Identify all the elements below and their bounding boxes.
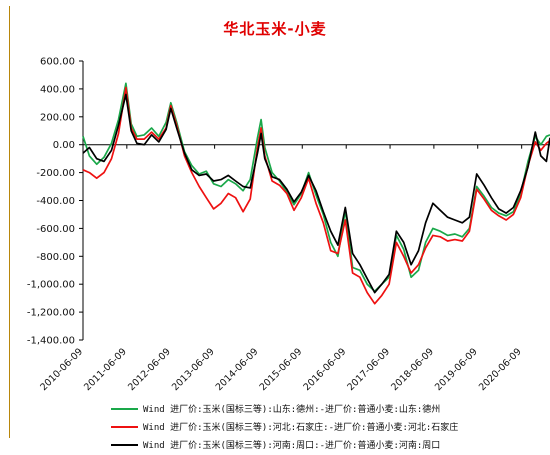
- legend: Wind 进厂价:玉米(国标三等):山东:德州:-进厂价:普通小麦:山东:德州 …: [111, 401, 541, 455]
- y-tick-label: 0.00: [53, 140, 75, 151]
- x-tick-label: 2013-06-09: [170, 346, 217, 393]
- series-line-1: [82, 86, 550, 305]
- chart-title: 华北玉米-小麦: [223, 20, 327, 38]
- legend-item-shijiazhuang: Wind 进厂价:玉米(国标三等):河北:石家庄:-进厂价:普通小麦:河北:石家…: [111, 419, 541, 434]
- x-tick-label: 2012-06-09: [126, 346, 173, 393]
- y-tick-label: -200.00: [36, 168, 75, 179]
- series-layer: [82, 82, 550, 305]
- y-tick-label: -800.00: [36, 252, 75, 263]
- series-line-0: [82, 82, 550, 293]
- x-tick-label: 2016-06-09: [302, 346, 349, 393]
- legend-swatch-dezhou: [111, 407, 138, 410]
- x-tick-label: 2011-06-09: [82, 346, 129, 393]
- y-tick-label: 600.00: [40, 57, 75, 68]
- legend-label-shijiazhuang: Wind 进厂价:玉米(国标三等):河北:石家庄:-进厂价:普通小麦:河北:石家…: [143, 423, 459, 433]
- x-tick-label: 2010-06-09: [38, 346, 85, 393]
- y-tick-label: -1,000.00: [27, 280, 75, 291]
- x-tick-label: 2020-06-09: [477, 346, 524, 393]
- legend-label-dezhou: Wind 进厂价:玉米(国标三等):山东:德州:-进厂价:普通小麦:山东:德州: [143, 405, 441, 415]
- x-tick-label: 2019-06-09: [433, 346, 480, 393]
- y-tick-label: -1,200.00: [27, 308, 75, 319]
- legend-swatch-shijiazhuang: [111, 425, 138, 428]
- y-tick-label: -600.00: [36, 224, 75, 235]
- x-tick-label: 2018-06-09: [389, 346, 436, 393]
- y-tick-label: -400.00: [36, 196, 75, 207]
- axes: 600.00 400.00 200.00 0.00 -200.00 -400.00 -600…: [27, 57, 550, 393]
- series-line-2: [82, 93, 550, 294]
- y-tick-label: 400.00: [40, 84, 75, 95]
- legend-swatch-zhoukou: [111, 443, 138, 446]
- x-tick-label: 2017-06-09: [345, 346, 392, 393]
- left-border-rule: [9, 6, 10, 438]
- x-tick-label: 2015-06-09: [258, 346, 305, 393]
- y-tick-label: -1,400.00: [27, 336, 75, 347]
- x-tick-label: 2014-06-09: [214, 346, 261, 393]
- legend-item-zhoukou: Wind 进厂价:玉米(国标三等):河南:周口:-进厂价:普通小麦:河南:周口: [111, 437, 541, 452]
- y-tick-label: 200.00: [40, 112, 75, 123]
- legend-label-zhoukou: Wind 进厂价:玉米(国标三等):河南:周口:-进厂价:普通小麦:河南:周口: [143, 441, 441, 451]
- legend-item-dezhou: Wind 进厂价:玉米(国标三等):山东:德州:-进厂价:普通小麦:山东:德州: [111, 401, 541, 416]
